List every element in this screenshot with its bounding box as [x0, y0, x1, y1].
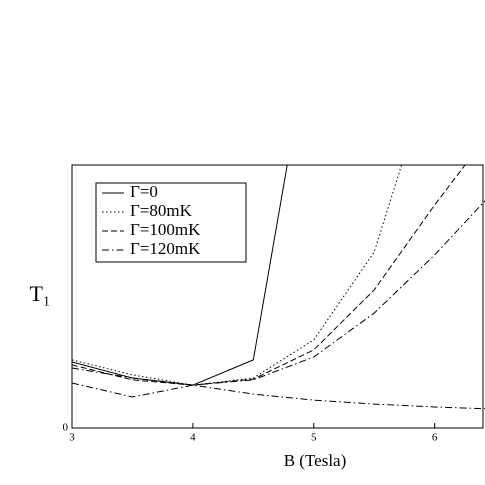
- series-line: [72, 382, 485, 410]
- y-axis-label: T₁: [29, 281, 50, 306]
- x-tick-label: 6: [432, 432, 438, 444]
- x-tick-label: 3: [69, 432, 75, 444]
- legend-label: Γ=100mK: [130, 220, 201, 239]
- plot-frame: [71, 164, 484, 429]
- legend-box: [95, 182, 247, 263]
- y-tick-label: 0: [63, 422, 69, 434]
- series-line: [72, 165, 403, 386]
- series-line: [72, 165, 466, 386]
- x-tick-label: 5: [311, 432, 317, 444]
- x-tick-label: 4: [190, 432, 196, 444]
- plot-lines: [72, 165, 485, 410]
- x-axis-label: B (Tesla): [284, 451, 347, 470]
- legend-label: Γ=80mK: [130, 201, 193, 220]
- legend-label: Γ=120mK: [130, 239, 201, 258]
- legend-label: Γ=0: [130, 182, 158, 201]
- series-line: [72, 200, 485, 386]
